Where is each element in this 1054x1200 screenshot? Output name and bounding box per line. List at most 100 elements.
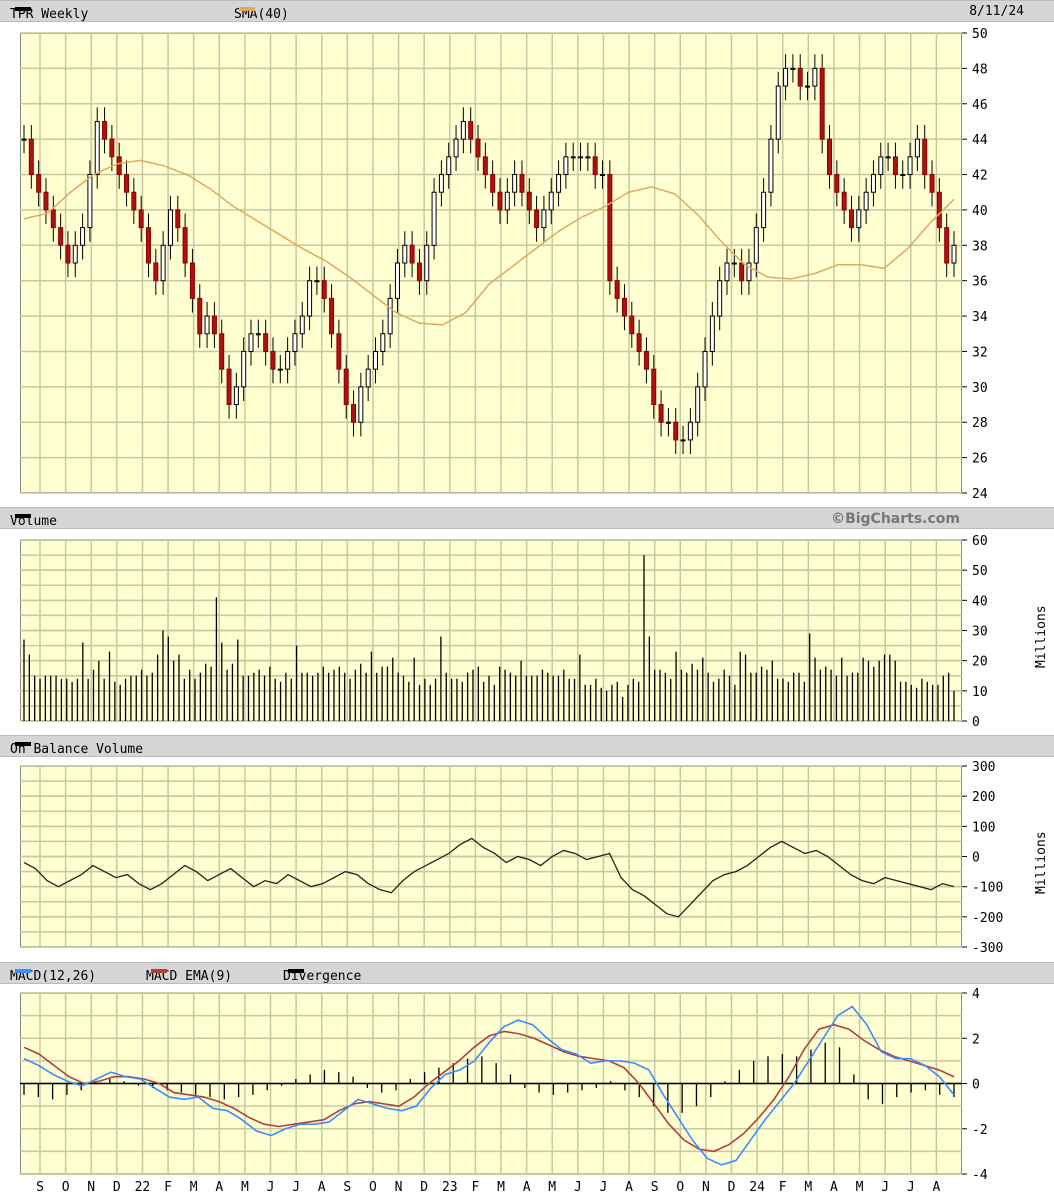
y-tick-label: 34 [972,310,988,325]
candle-body [585,156,591,159]
y-tick-label: -300 [972,941,1003,956]
y-tick-label: 28 [972,416,988,431]
obv-line [23,837,955,918]
candle-body [878,156,884,176]
candle-body [680,439,686,442]
candle-body [519,174,525,193]
x-tick-label: A [932,1180,940,1195]
candle-body [116,156,122,176]
candle-body [863,191,869,211]
candle-body [270,350,276,370]
candle-body [43,191,49,211]
candle-body [438,174,444,193]
x-tick-label: O [369,1180,377,1195]
y-tick-label: 10 [972,685,988,700]
candle-body [621,297,627,317]
candle-body [607,174,613,282]
candle-body [761,191,767,229]
candle-body [21,138,27,141]
x-tick-label: J [600,1180,608,1195]
y-tick-label: 20 [972,655,988,670]
candle-body [600,174,606,177]
candle-body [658,404,664,423]
x-tick-label: J [907,1180,915,1195]
candle-body [724,262,730,282]
x-tick-label: D [113,1180,121,1195]
x-tick-label: S [651,1180,659,1195]
y-tick-label: 26 [972,452,988,467]
y-tick-label: 42 [972,169,988,184]
x-tick-label: O [676,1180,684,1195]
candle-body [556,174,562,193]
candle-body [695,386,701,423]
candle-body [651,368,657,406]
candle-body [138,209,144,229]
candle-body [211,315,217,335]
y-tick-label: -2 [972,1123,988,1138]
x-tick-label: F [471,1180,479,1195]
candle-body [343,368,349,406]
candle-body [87,174,93,229]
candle-body [431,191,437,246]
y-tick-label: 4 [972,987,980,1002]
volume-header: Volume ©BigCharts.com [0,507,1054,529]
x-tick-label: A [625,1180,633,1195]
candle-body [775,85,781,140]
y-tick-label: 0 [972,1078,980,1093]
y-tick-label: 50 [972,564,988,579]
candle-body [643,350,649,370]
candle-body [175,209,181,229]
candle-body [102,120,108,140]
candle-body [914,138,920,158]
candle-body [731,262,737,265]
candle-body [797,67,803,87]
candle-body [387,297,393,335]
candle-body [189,262,195,299]
candle-body [570,156,576,159]
x-tick-label: N [395,1180,403,1195]
x-tick-label: M [241,1180,249,1195]
x-tick-label: S [343,1180,351,1195]
candle-body [409,244,415,264]
candle-body [482,156,488,176]
x-tick-label: N [87,1180,95,1195]
candle-body [131,191,137,211]
candle-body [592,156,598,176]
y-tick-label: -100 [972,881,1003,896]
candle-body [285,350,291,370]
bigcharts-brand: ©BigCharts.com [831,511,960,527]
candle-body [848,209,854,229]
x-tick-label: J [292,1180,300,1195]
candle-body [380,333,386,352]
candle-body [892,156,898,176]
x-tick-label: N [702,1180,710,1195]
y-tick-label: 50 [972,27,988,42]
candle-body [739,262,745,282]
candle-body [665,421,671,424]
x-tick-label: 23 [442,1180,458,1195]
x-tick-label: M [548,1180,556,1195]
candle-body [124,174,130,193]
y-tick-label: 0 [972,851,980,866]
y-tick-label: 0 [972,715,980,730]
obv-header: On Balance Volume [0,735,1054,757]
candle-body [819,67,825,140]
x-tick-label: D [728,1180,736,1195]
candle-body [167,209,173,246]
candle-body [870,174,876,193]
candle-body [673,421,679,441]
candle-body [321,280,327,299]
chart-date: 8/11/24 [969,4,1024,19]
candle-body [512,174,518,193]
candle-body [578,156,584,159]
candle-body [277,368,283,371]
candle-body [468,120,474,140]
candle-body [65,244,71,264]
candle-body [768,138,774,193]
x-tick-label: D [420,1180,428,1195]
x-tick-label: 24 [749,1180,765,1195]
candle-body [936,191,942,229]
candle-body [145,227,151,264]
candle-body [548,191,554,211]
